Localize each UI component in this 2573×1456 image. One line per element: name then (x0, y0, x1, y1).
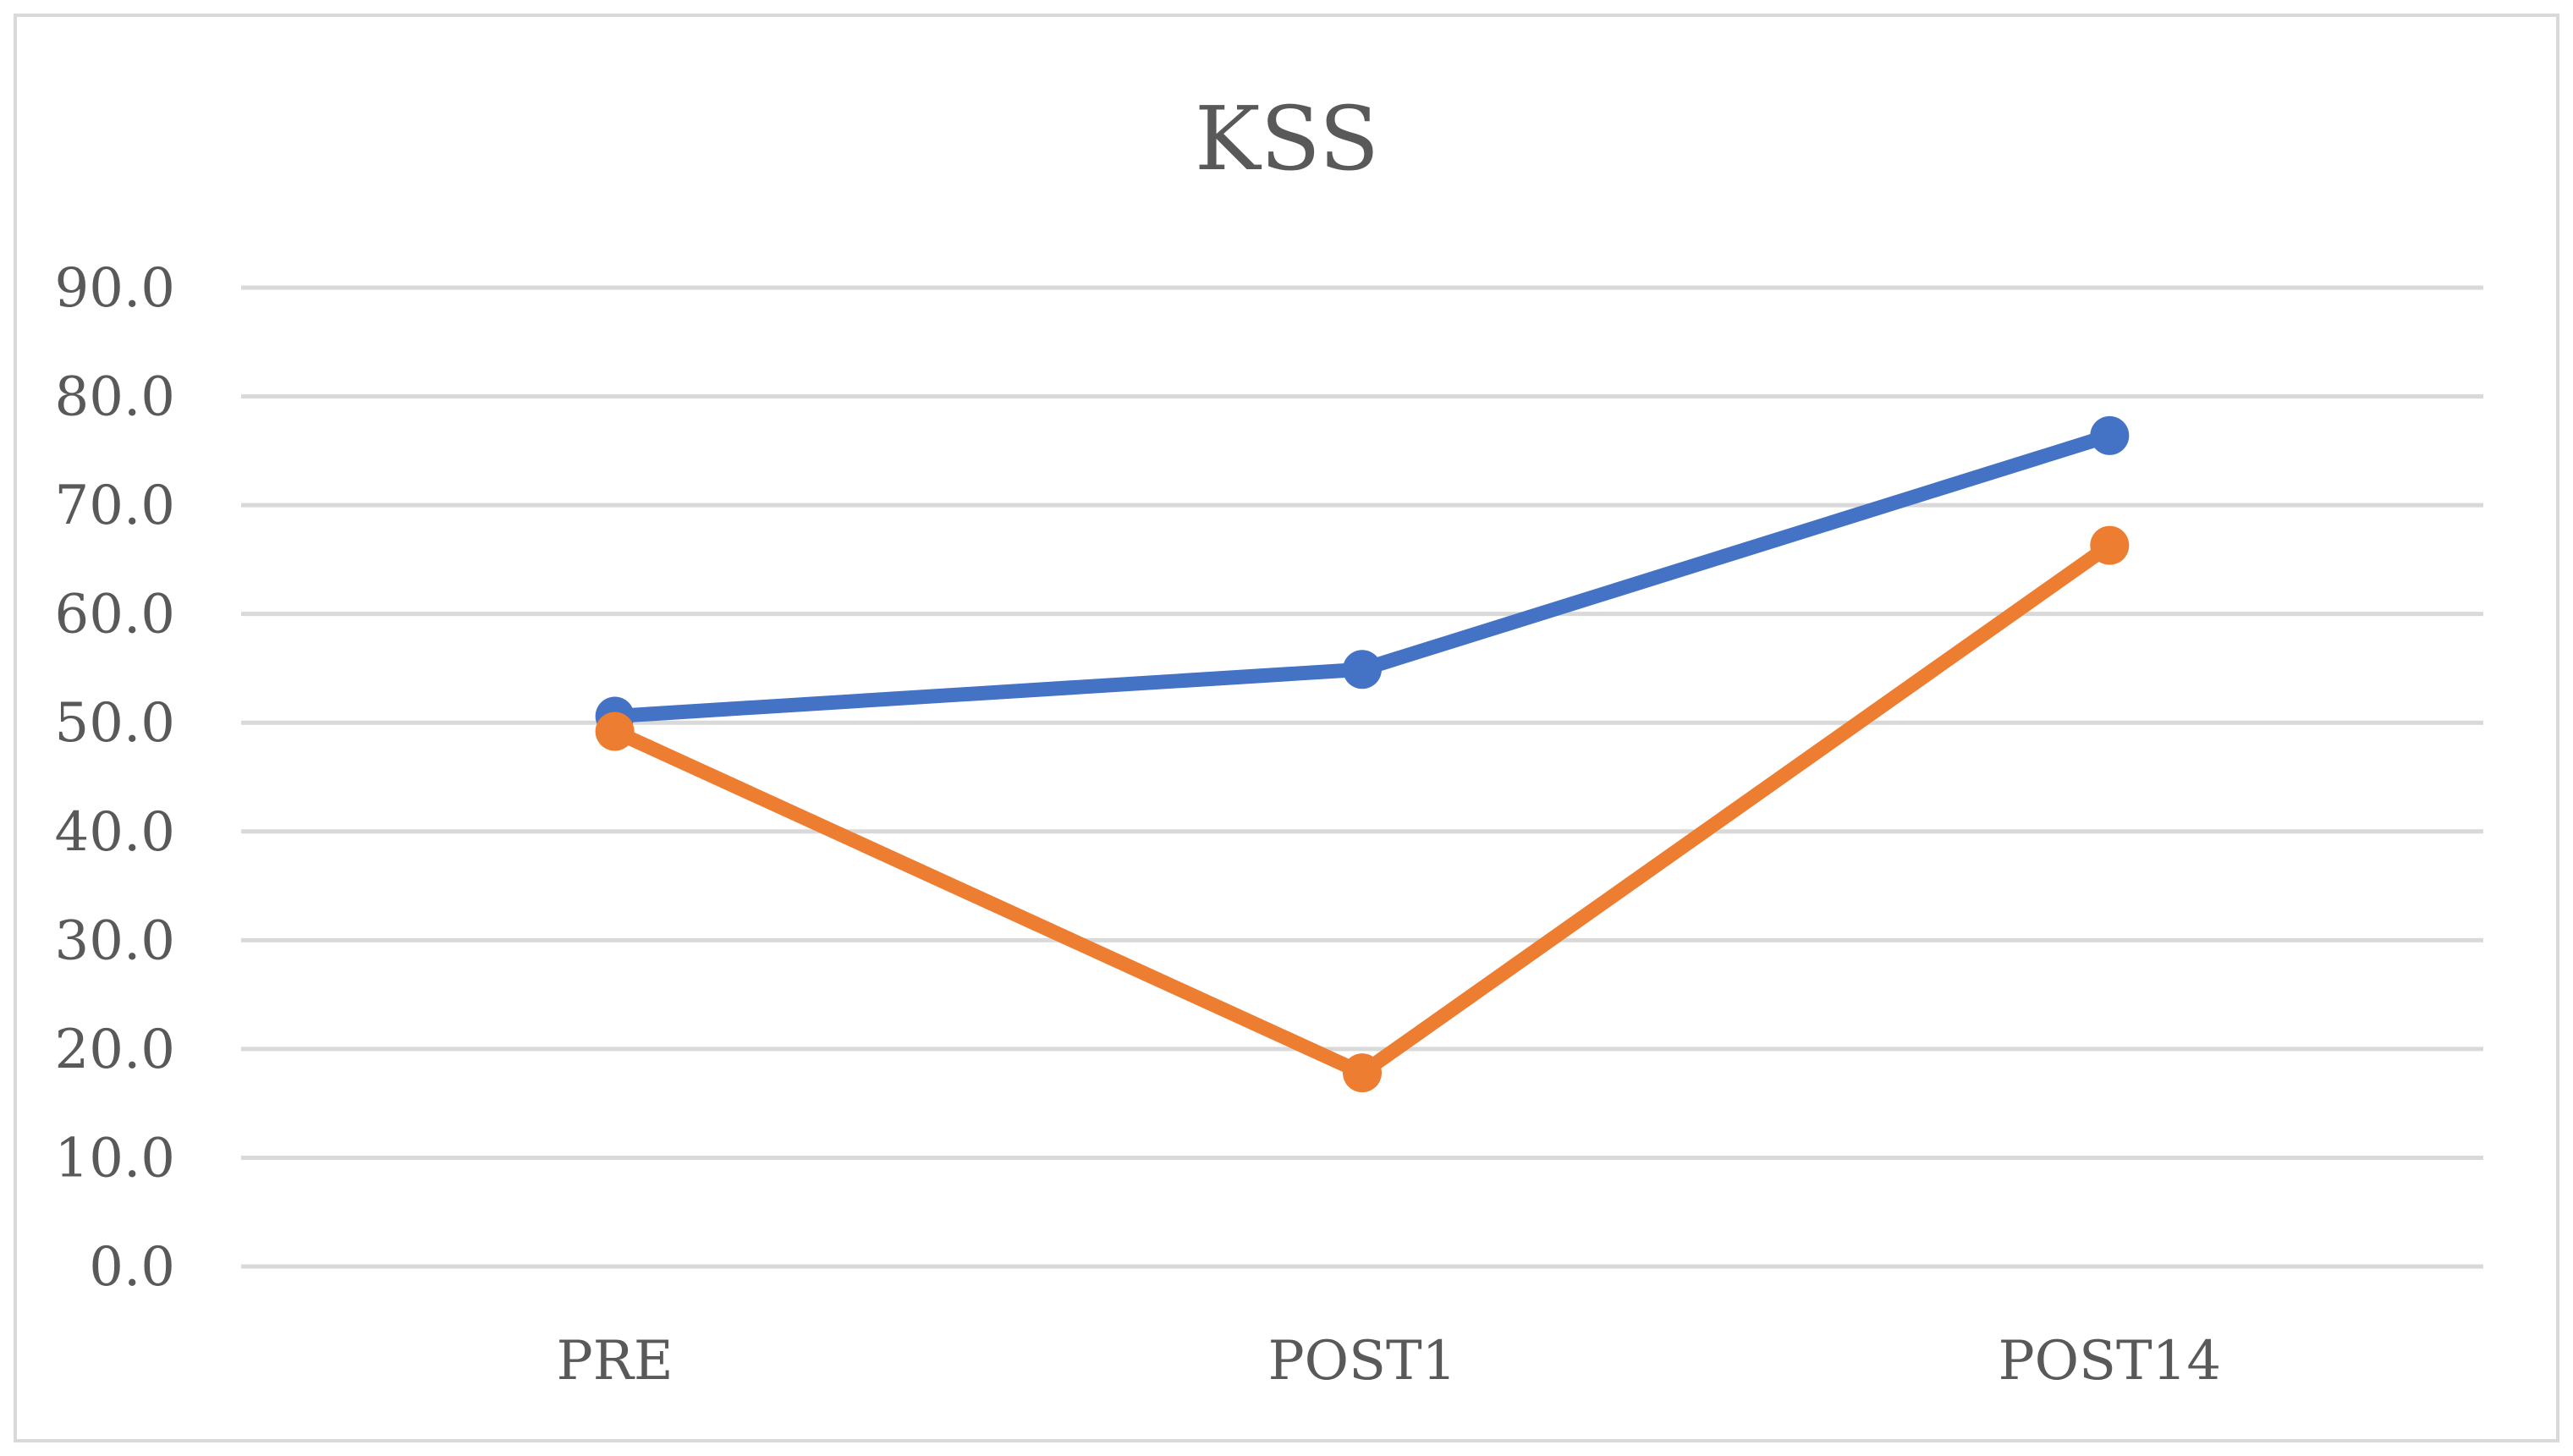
data-point (1343, 1053, 1382, 1093)
y-tick-label: 10.0 (55, 1127, 176, 1190)
series-2 (595, 525, 2130, 1093)
y-tick-label: 80.0 (55, 366, 176, 429)
y-tick-label: 20.0 (55, 1019, 176, 1081)
series-1 (595, 415, 2130, 736)
chart-border (14, 14, 2559, 1442)
data-point (1343, 650, 1382, 690)
y-tick-label: 0.0 (89, 1236, 175, 1299)
y-tick-label: 70.0 (55, 475, 176, 537)
y-tick-label: 50.0 (55, 692, 176, 755)
y-axis-tick-labels: 0.0 10.0 20.0 30.0 40.0 50.0 60.0 70.0 80.0 90.0 (55, 257, 176, 1299)
y-tick-label: 30.0 (55, 909, 176, 972)
chart-title: KSS (1195, 87, 1379, 190)
data-point (2090, 415, 2130, 455)
x-axis-tick-labels: PRE POST1 POST14 (557, 1330, 2221, 1393)
y-tick-label: 90.0 (55, 257, 176, 320)
x-tick-label: POST1 (1268, 1330, 1457, 1393)
data-point (2090, 525, 2130, 565)
x-tick-label: POST14 (1998, 1330, 2222, 1393)
y-tick-label: 40.0 (55, 801, 176, 864)
data-series (595, 415, 2130, 1093)
y-tick-label: 60.0 (55, 584, 176, 646)
data-point (595, 712, 635, 751)
x-tick-label: PRE (557, 1330, 673, 1393)
